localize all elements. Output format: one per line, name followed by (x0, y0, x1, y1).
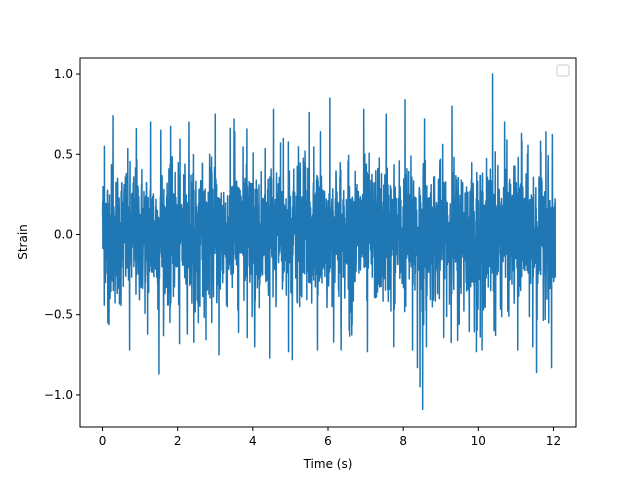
x-tick-label: 0 (99, 434, 107, 448)
x-tick-label: 6 (324, 434, 332, 448)
x-axis: 0 2 4 6 8 10 12 (99, 427, 561, 448)
y-tick-label: −0.5 (44, 308, 73, 322)
y-tick-label: −1.0 (44, 388, 73, 402)
y-axis: −1.0 −0.5 0.0 0.5 1.0 (44, 67, 80, 402)
strain-series-line (101, 73, 557, 411)
y-tick-label: 0.5 (54, 147, 73, 161)
y-axis-label: Strain (16, 224, 30, 260)
x-tick-label: 12 (546, 434, 561, 448)
x-tick-label: 8 (399, 434, 407, 448)
y-tick-label: 1.0 (54, 67, 73, 81)
x-tick-label: 10 (471, 434, 486, 448)
x-tick-label: 4 (249, 434, 257, 448)
x-tick-label: 2 (174, 434, 182, 448)
series-layer (101, 73, 557, 411)
x-axis-label: Time (s) (303, 457, 353, 471)
y-tick-label: 0.0 (54, 227, 73, 241)
legend-box (556, 64, 570, 77)
